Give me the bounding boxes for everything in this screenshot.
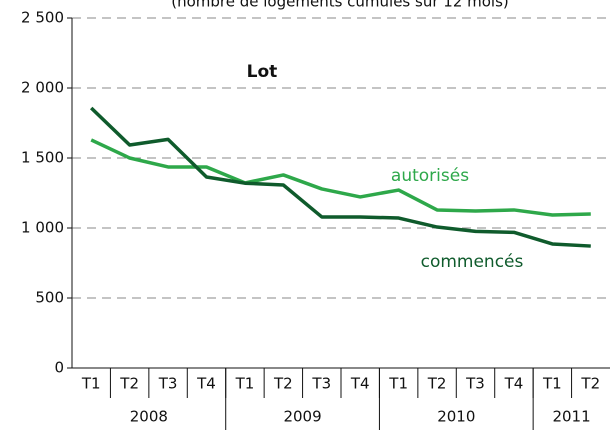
x-tick-label: T3 xyxy=(158,375,178,393)
year-label: 2009 xyxy=(283,408,321,426)
x-tick-label: T3 xyxy=(311,375,331,393)
y-tick-label: 0 xyxy=(54,359,64,377)
x-tick-label: T2 xyxy=(273,375,293,393)
x-tick-label: T1 xyxy=(542,375,562,393)
y-tick-label: 1 000 xyxy=(21,219,64,237)
annotation: Lot xyxy=(247,62,278,82)
y-tick-label: 2 000 xyxy=(21,79,64,97)
series-label: commencés xyxy=(421,252,524,272)
chart-subtitle: (nombre de logements cumulés sur 12 mois… xyxy=(171,0,509,11)
x-tick-label: T2 xyxy=(580,375,600,393)
y-tick-label: 1 500 xyxy=(21,149,64,167)
y-tick-label: 2 500 xyxy=(21,9,64,27)
year-label: 2008 xyxy=(130,408,168,426)
x-tick-label: T1 xyxy=(388,375,408,393)
x-tick-label: T3 xyxy=(465,375,485,393)
y-tick-label: 500 xyxy=(35,289,64,307)
x-tick-label: T1 xyxy=(235,375,255,393)
year-label: 2010 xyxy=(437,408,475,426)
x-tick-label: T4 xyxy=(196,375,216,393)
x-tick-label: T1 xyxy=(81,375,101,393)
series-line xyxy=(90,138,591,217)
x-tick-label: T2 xyxy=(119,375,139,393)
x-tick-label: T4 xyxy=(504,375,524,393)
year-label: 2011 xyxy=(552,408,590,426)
x-tick-label: T2 xyxy=(427,375,447,393)
series-line xyxy=(90,106,591,248)
x-tick-label: T4 xyxy=(350,375,370,393)
series-label: autorisés xyxy=(391,166,469,186)
